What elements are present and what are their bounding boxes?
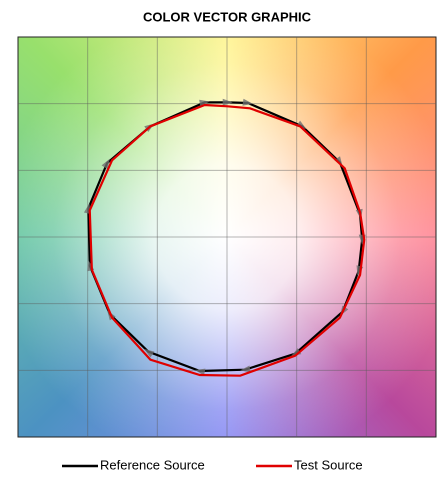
legend-label: Reference Source <box>100 457 205 472</box>
vector-marker <box>101 158 110 170</box>
vector-marker <box>194 368 206 376</box>
chart-title: COLOR VECTOR GRAPHIC <box>143 9 312 24</box>
series-line <box>88 103 366 377</box>
vector-marker <box>222 98 233 106</box>
vector-marker <box>296 120 307 130</box>
vector-marker <box>199 99 210 107</box>
vector-marker <box>290 348 302 357</box>
vector-marker <box>144 348 155 358</box>
plot-border <box>17 36 437 438</box>
vector-marker <box>242 98 253 106</box>
legend-label: Test Source <box>294 457 363 472</box>
vector-marker <box>240 365 251 373</box>
